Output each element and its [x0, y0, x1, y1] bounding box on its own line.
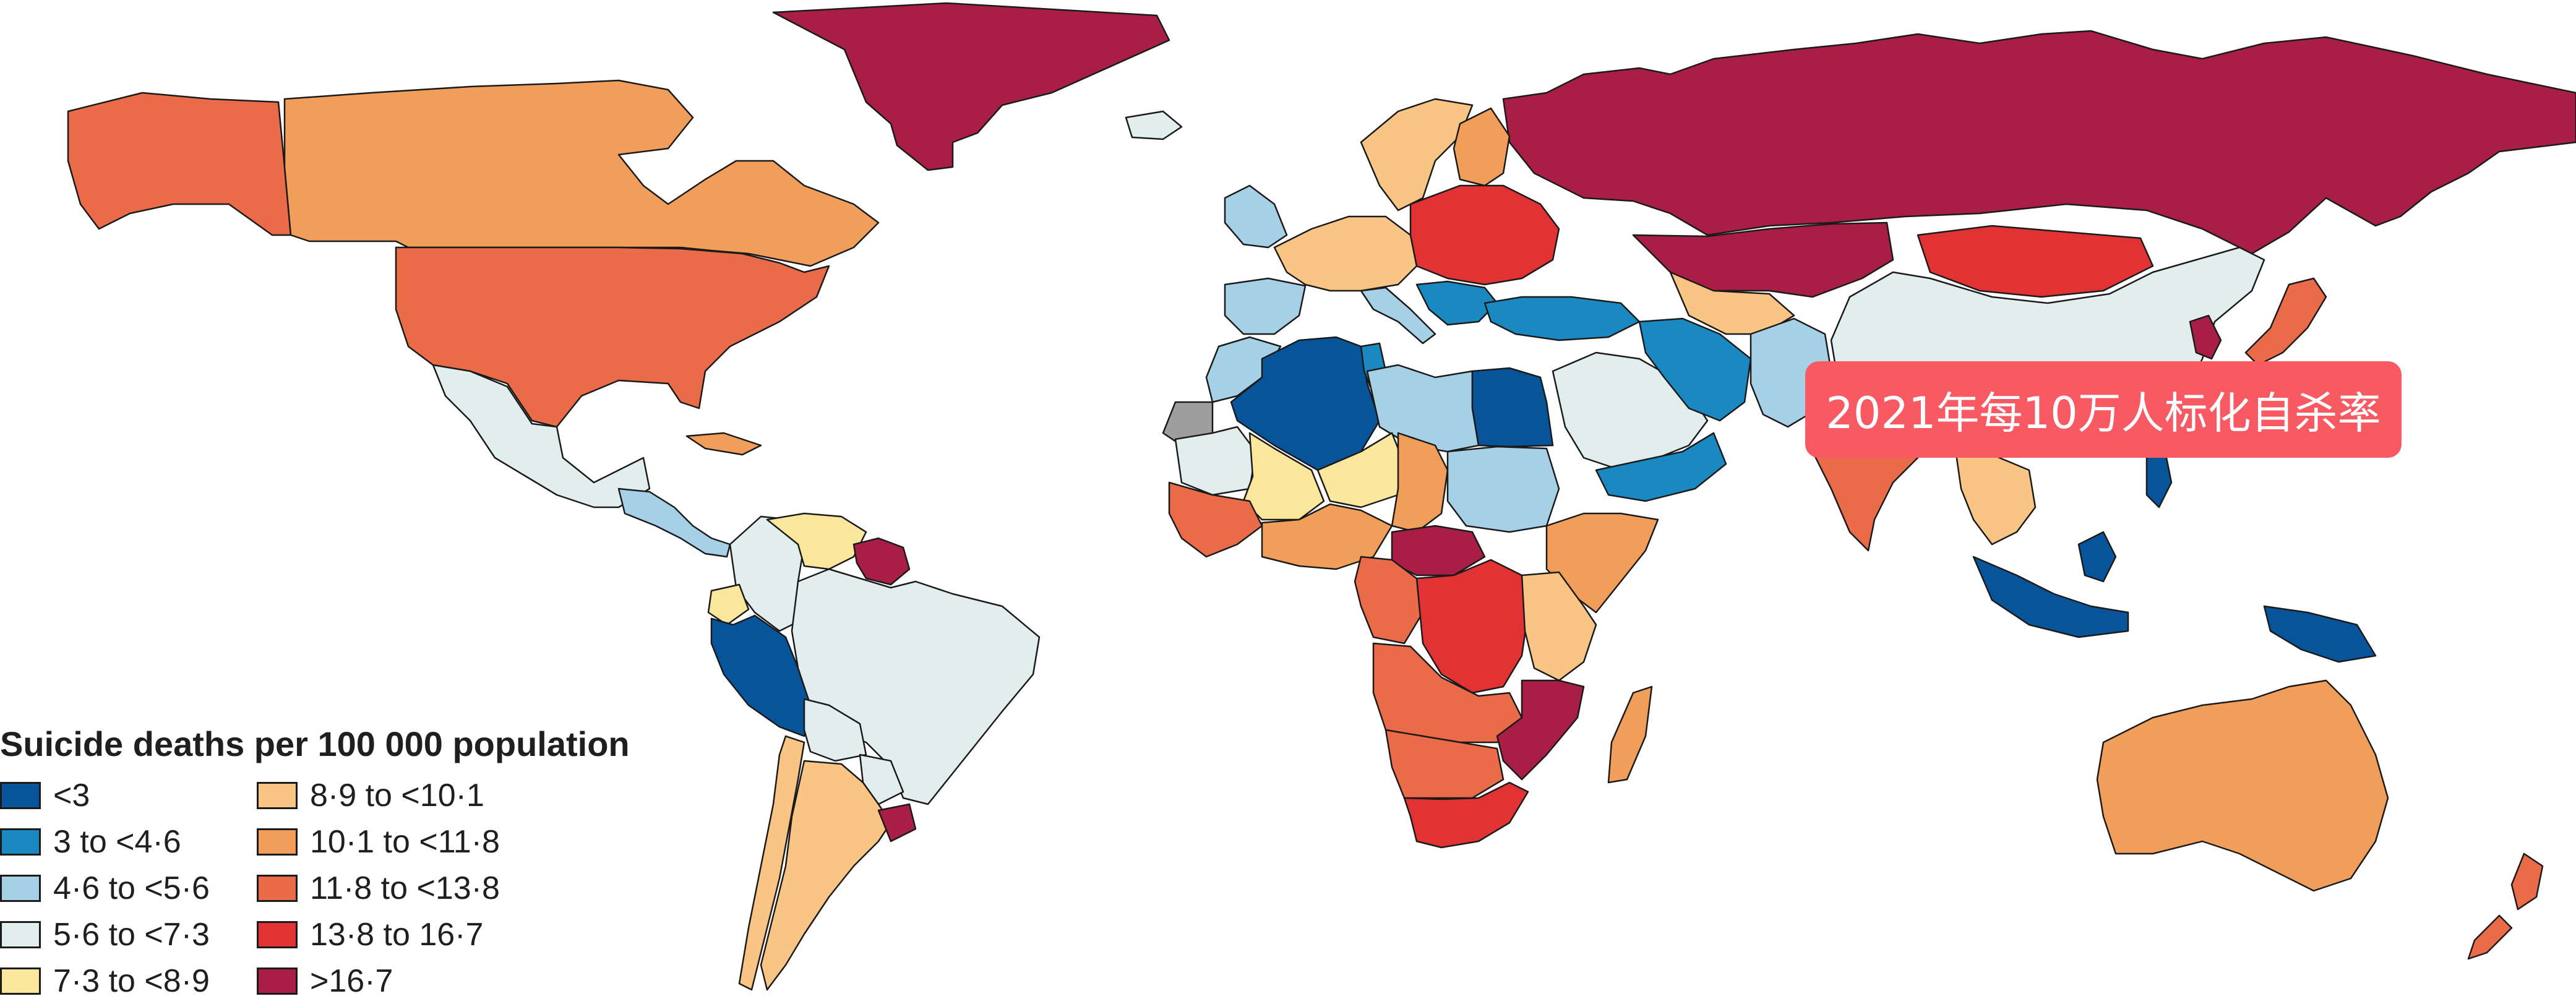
- region-west-africa: [1168, 481, 1263, 558]
- region-italy: [1360, 286, 1436, 345]
- legend-item: 5·6 to <7·3: [0, 914, 257, 955]
- region-mozambique-zimbabwe: [1496, 679, 1585, 781]
- region-venezuela: [766, 512, 867, 570]
- region-mongolia: [1917, 225, 2154, 298]
- legend-item: 11·8 to <13·8: [257, 868, 566, 909]
- legend-swatch: [257, 921, 298, 948]
- region-madagascar: [1607, 685, 1653, 784]
- legend-swatch: [0, 828, 41, 856]
- legend-item: 4·6 to <5·6: [0, 868, 257, 909]
- legend-label: <3: [53, 778, 90, 813]
- region-ecuador: [707, 583, 750, 626]
- region-east-africa: [1521, 571, 1597, 682]
- region-south-africa: [1403, 781, 1529, 849]
- overlay-caption: 2021年每10万人标化自杀率: [1805, 361, 2402, 458]
- legend-swatch: [0, 782, 41, 809]
- legend-swatch: [257, 875, 298, 902]
- region-chad: [1391, 432, 1449, 533]
- legend-swatch: [257, 828, 298, 856]
- legend-label: 4·6 to <5·6: [53, 870, 210, 906]
- legend-swatch: [257, 782, 298, 809]
- region-southeast-asia: [1954, 444, 2037, 546]
- region-sudan: [1446, 445, 1560, 533]
- region-cameroon-gabon: [1354, 556, 1424, 645]
- region-alaska: [67, 92, 292, 236]
- legend-label: 10·1 to <11·8: [310, 824, 500, 860]
- legend-item: 10·1 to <11·8: [257, 822, 566, 862]
- legend-swatch: [257, 968, 298, 995]
- legend-swatch: [0, 875, 41, 902]
- legend-label: 11·8 to <13·8: [310, 870, 500, 906]
- region-iran: [1638, 317, 1752, 422]
- region-png: [2263, 605, 2377, 663]
- legend-label: 5·6 to <7·3: [53, 917, 210, 953]
- region-namibia-botswana: [1385, 729, 1505, 799]
- legend-title: Suicide deaths per 100 000 population: [0, 724, 630, 763]
- region-paraguay: [859, 753, 904, 805]
- region-kazakhstan: [1632, 221, 1894, 298]
- region-korea: [2189, 314, 2222, 360]
- legend-item: 7·3 to <8·9: [0, 961, 257, 1002]
- region-caribbean: [685, 432, 762, 456]
- region-uruguay: [877, 803, 917, 843]
- region-greenland: [772, 2, 1170, 171]
- region-eastern-europe: [1409, 184, 1560, 286]
- legend-swatch: [0, 921, 41, 948]
- region-scandinavia: [1360, 98, 1474, 212]
- region-new-zealand: [2467, 852, 2544, 960]
- legend-label: 13·8 to 16·7: [310, 917, 484, 953]
- region-chile: [738, 735, 805, 991]
- region-canada: [283, 79, 880, 267]
- legend-item: 3 to <4·6: [0, 822, 257, 862]
- region-russia: [1502, 30, 2576, 255]
- legend: Suicide deaths per 100 000 population <3…: [0, 724, 630, 1002]
- region-iceland: [1125, 110, 1183, 140]
- region-japan: [2244, 277, 2327, 366]
- legend-item: 8·9 to <10·1: [257, 775, 566, 816]
- legend-item: <3: [0, 775, 257, 816]
- region-drc: [1415, 559, 1529, 694]
- region-uk-ireland: [1224, 184, 1288, 249]
- region-mauritania: [1174, 426, 1257, 496]
- region-western-europe: [1273, 215, 1418, 292]
- region-guianas: [852, 537, 911, 586]
- legend-label: 7·3 to <8·9: [53, 963, 210, 999]
- region-central-america: [617, 487, 731, 558]
- region-turkey: [1483, 296, 1641, 341]
- legend-label: >16·7: [310, 963, 393, 999]
- legend-label: 8·9 to <10·1: [310, 778, 484, 813]
- legend-swatch: [0, 968, 41, 995]
- region-argentina: [760, 760, 892, 991]
- region-egypt: [1471, 367, 1554, 448]
- region-oman-yemen: [1595, 432, 1727, 502]
- region-finland: [1453, 107, 1511, 187]
- region-mexico: [432, 364, 651, 508]
- region-gulf-of-guinea: [1261, 503, 1393, 570]
- legend-item: >16·7: [257, 961, 566, 1002]
- region-iberia: [1224, 277, 1307, 335]
- legend-grid: <3 8·9 to <10·1 3 to <4·6 10·1 to <11·8 …: [0, 775, 630, 1002]
- legend-label: 3 to <4·6: [53, 824, 181, 860]
- region-bolivia: [803, 698, 867, 762]
- region-australia: [2096, 679, 2389, 892]
- legend-item: 13·8 to 16·7: [257, 914, 566, 955]
